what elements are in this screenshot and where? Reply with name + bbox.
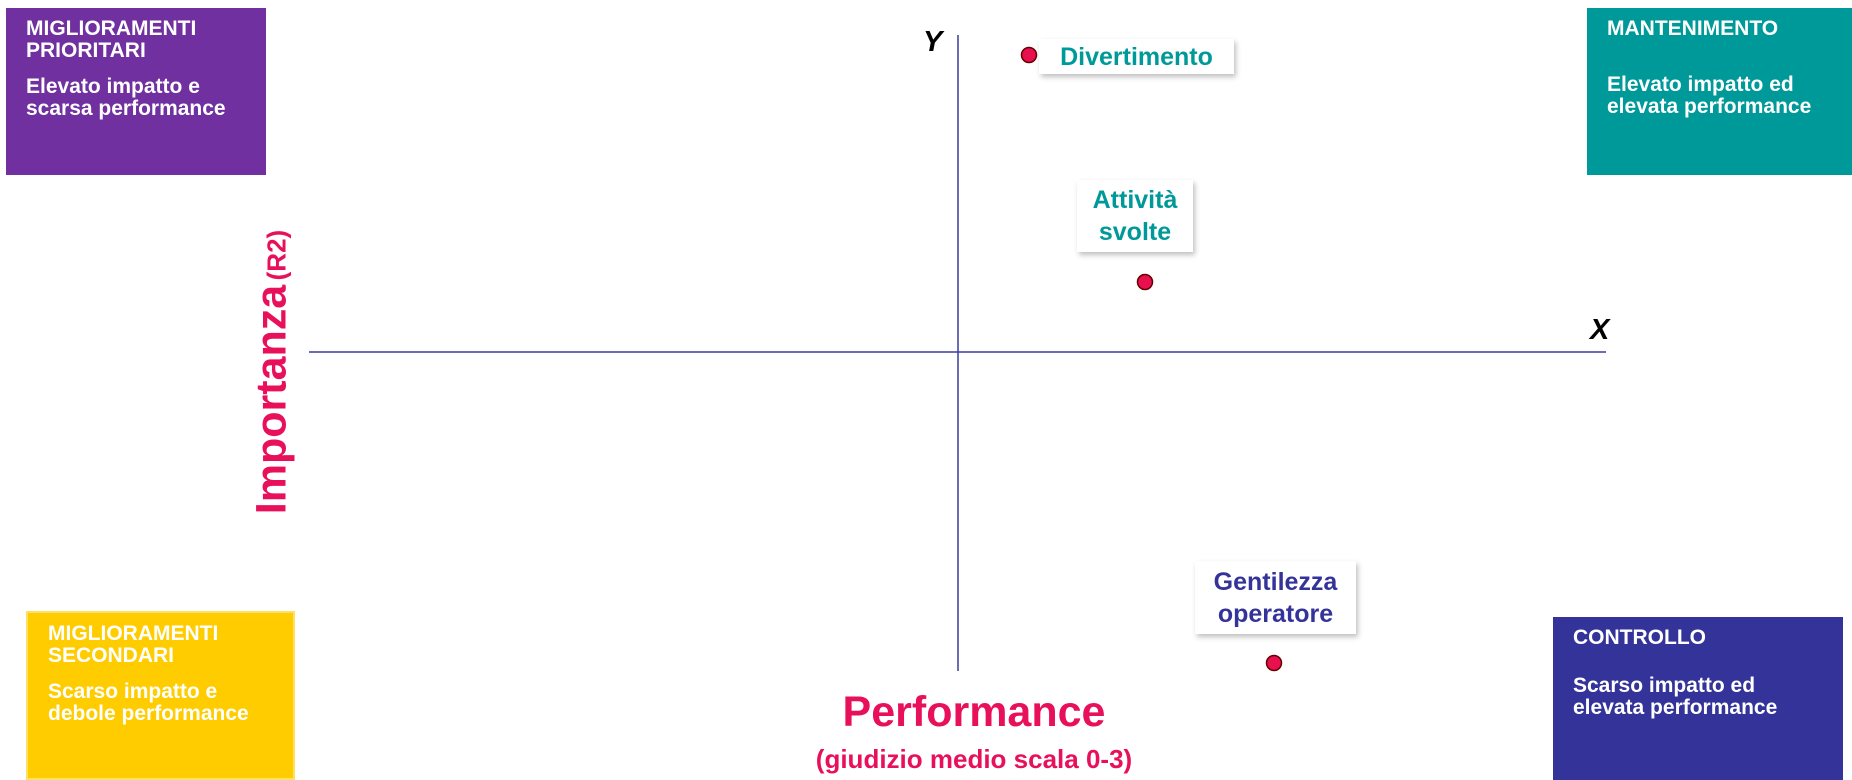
y-title: Importanza (R2) bbox=[248, 230, 297, 514]
x-title: Performance bbox=[842, 688, 1106, 736]
point bbox=[1020, 46, 1038, 64]
quadrant-box: MIGLIORAMENTI PRIORITARI Elevato impatto… bbox=[6, 8, 266, 175]
y-title-main: Importanza bbox=[247, 284, 296, 515]
quadrant-text: Elevato impatto ed elevata performance bbox=[1607, 73, 1812, 118]
quadrant-text: Elevato impatto e scarsa performance bbox=[26, 75, 226, 120]
point bbox=[1265, 654, 1283, 672]
point-label: Divertimento bbox=[1039, 39, 1234, 74]
x-subtitle: (giudizio medio scala 0-3) bbox=[815, 744, 1133, 774]
quadrant-box: MANTENIMENTO Elevato impatto ed elevata … bbox=[1587, 8, 1852, 175]
quadrant-title: MANTENIMENTO bbox=[1607, 17, 1779, 40]
y-axis-letter: Y bbox=[923, 26, 943, 58]
point bbox=[1136, 273, 1154, 291]
quadrant-text: Scarso impatto e debole performance bbox=[48, 680, 249, 725]
quadrant-box: CONTROLLO Scarso impatto ed elevata perf… bbox=[1553, 617, 1843, 780]
point-label: Attività svolte bbox=[1077, 180, 1193, 252]
quadrant-title: MIGLIORAMENTI PRIORITARI bbox=[26, 17, 197, 62]
y-title-note: (R2) bbox=[261, 229, 292, 281]
quadrant-title: MIGLIORAMENTI SECONDARI bbox=[48, 622, 219, 667]
quadrant-title: CONTROLLO bbox=[1573, 626, 1706, 649]
point-label: Gentilezza operatore bbox=[1195, 561, 1356, 634]
quadrant-text: Scarso impatto ed elevata performance bbox=[1573, 674, 1778, 719]
quadrant-box: MIGLIORAMENTI SECONDARI Scarso impatto e… bbox=[26, 611, 295, 780]
x-axis-letter: X bbox=[1590, 314, 1610, 346]
